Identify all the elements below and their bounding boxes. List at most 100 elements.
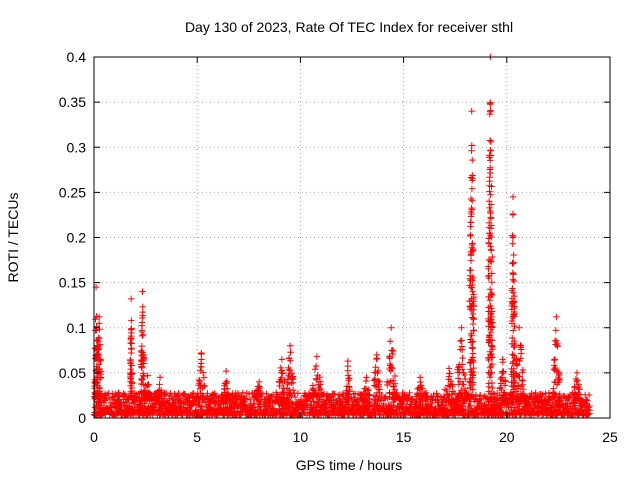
data-point: [161, 391, 169, 398]
data-point: [486, 108, 494, 115]
data-point: [95, 346, 103, 353]
data-point: [489, 253, 496, 261]
data-point: [554, 343, 561, 350]
data-point: [139, 303, 146, 311]
data-point: [278, 356, 286, 363]
data-point: [128, 349, 135, 357]
data-point: [198, 349, 205, 357]
data-point: [488, 258, 495, 266]
x-tick-label: 25: [602, 429, 618, 445]
data-point: [386, 353, 393, 361]
data-point: [519, 366, 527, 374]
data-point: [142, 390, 149, 397]
data-point: [458, 324, 465, 331]
axis-ticks: 0 0.05 0.1 0.15 0.2 0.25 0.3 0.35 0.4 0 5 10 15 20 25: [59, 49, 618, 445]
data-point: [313, 353, 321, 360]
data-point: [485, 198, 493, 205]
data-point: [361, 385, 368, 392]
data-point: [467, 208, 475, 216]
data-point: [550, 366, 558, 373]
data-point: [389, 347, 396, 354]
x-tick-label: 10: [293, 429, 309, 445]
data-point: [140, 370, 147, 377]
data-point: [513, 361, 521, 368]
data-point: [95, 361, 103, 368]
data-point: [487, 191, 494, 199]
data-point: [511, 322, 518, 330]
data-point: [141, 404, 148, 411]
data-point: [455, 392, 462, 399]
data-point: [487, 318, 494, 325]
data-point: [143, 383, 151, 390]
data-point: [375, 367, 382, 375]
data-point: [128, 362, 135, 369]
data-point: [373, 351, 380, 359]
data-point: [361, 396, 369, 404]
data-point: [488, 360, 496, 368]
data-point: [586, 410, 593, 417]
data-point: [486, 188, 493, 195]
data-point: [288, 374, 296, 381]
data-point: [221, 389, 229, 396]
data-point: [486, 157, 494, 164]
data-point: [455, 364, 462, 371]
data-point: [139, 288, 146, 295]
data-point: [418, 395, 425, 402]
data-point: [498, 374, 505, 381]
data-point: [571, 390, 579, 397]
data-point: [468, 147, 475, 154]
data-point: [415, 384, 423, 391]
data-point: [485, 308, 492, 315]
data-point: [467, 252, 475, 259]
data-point: [391, 386, 398, 393]
data-point: [253, 387, 261, 394]
data-point: [373, 381, 380, 389]
data-point: [389, 350, 397, 358]
data-point: [181, 399, 188, 407]
data-point: [200, 383, 208, 390]
data-point: [509, 234, 517, 241]
data-point: [468, 306, 475, 313]
data-point: [497, 380, 505, 387]
data-point: [488, 324, 496, 331]
data-point: [585, 391, 593, 399]
data-point: [195, 393, 202, 400]
data-point: [322, 406, 330, 414]
data-point: [127, 357, 134, 364]
data-point: [384, 395, 392, 403]
data-point: [422, 389, 430, 397]
data-point: [487, 302, 494, 310]
data-point: [512, 370, 519, 377]
data-point: [470, 315, 477, 322]
x-tick-label: 5: [193, 429, 201, 445]
data-point: [584, 397, 591, 405]
data-point: [466, 282, 473, 289]
data-point: [487, 225, 495, 232]
data-point: [532, 389, 539, 397]
data-point: [388, 402, 396, 409]
data-point: [455, 363, 463, 370]
data-point: [123, 398, 131, 406]
data-point: [487, 99, 494, 106]
data-point: [487, 370, 495, 378]
data-point: [470, 291, 477, 298]
data-point: [400, 399, 407, 407]
data-point: [376, 378, 383, 386]
data-point: [508, 295, 516, 302]
data-point: [140, 354, 147, 361]
data-point: [391, 372, 399, 380]
data-point: [488, 342, 495, 350]
data-point: [286, 386, 293, 394]
data-point: [509, 351, 516, 358]
data-point: [253, 392, 260, 399]
data-point: [513, 371, 520, 379]
data-point: [485, 219, 493, 227]
data-point: [286, 342, 294, 349]
data-point: [95, 313, 103, 321]
data-point: [91, 404, 99, 411]
data-point: [365, 386, 372, 394]
data-point: [488, 279, 496, 286]
data-point: [488, 369, 495, 376]
data-point: [584, 411, 592, 418]
